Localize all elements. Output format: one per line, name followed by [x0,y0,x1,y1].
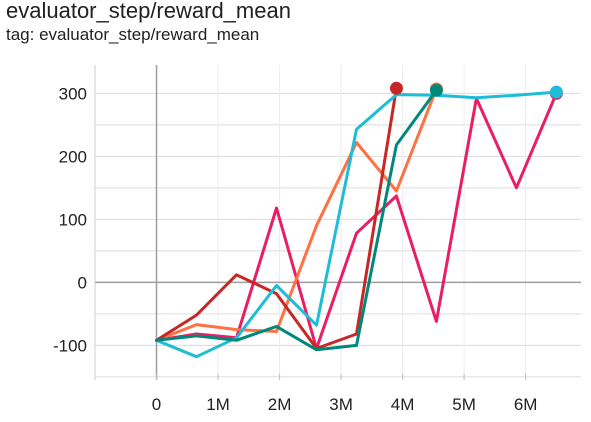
series-line-3 [155,86,398,350]
series-end-markers [156,81,563,357]
x-tick-label: 1M [206,395,230,414]
series-lines [155,86,558,359]
series-3-end-marker [389,81,403,95]
y-tick-label: 200 [59,147,87,166]
series-line-1 [155,91,558,350]
x-tick-label: 4M [391,395,415,414]
x-tick-label: 2M [268,395,292,414]
y-tick-label: -100 [53,336,87,355]
x-tick-label: 5M [452,395,476,414]
y-tick-label: 0 [78,273,87,292]
series-4-end-marker [549,85,563,99]
x-tick-label: 6M [514,395,538,414]
y-tick-label: 100 [59,210,87,229]
tick-labels: -100 0 100 200 300 0 1M 2M 3M 4M 5M 6M [53,84,537,414]
series-line-5 [155,88,438,352]
series-5-end-marker [429,83,443,97]
x-tick-label: 0 [152,395,161,414]
chart-subtitle: tag: evaluator_step/reward_mean [6,25,260,44]
grid [95,65,581,380]
series-line-2 [155,87,438,342]
y-tick-label: 300 [59,84,87,103]
chart-title: evaluator_step/reward_mean [6,0,291,23]
series-line-4 [155,90,558,359]
x-tick-label: 3M [329,395,353,414]
